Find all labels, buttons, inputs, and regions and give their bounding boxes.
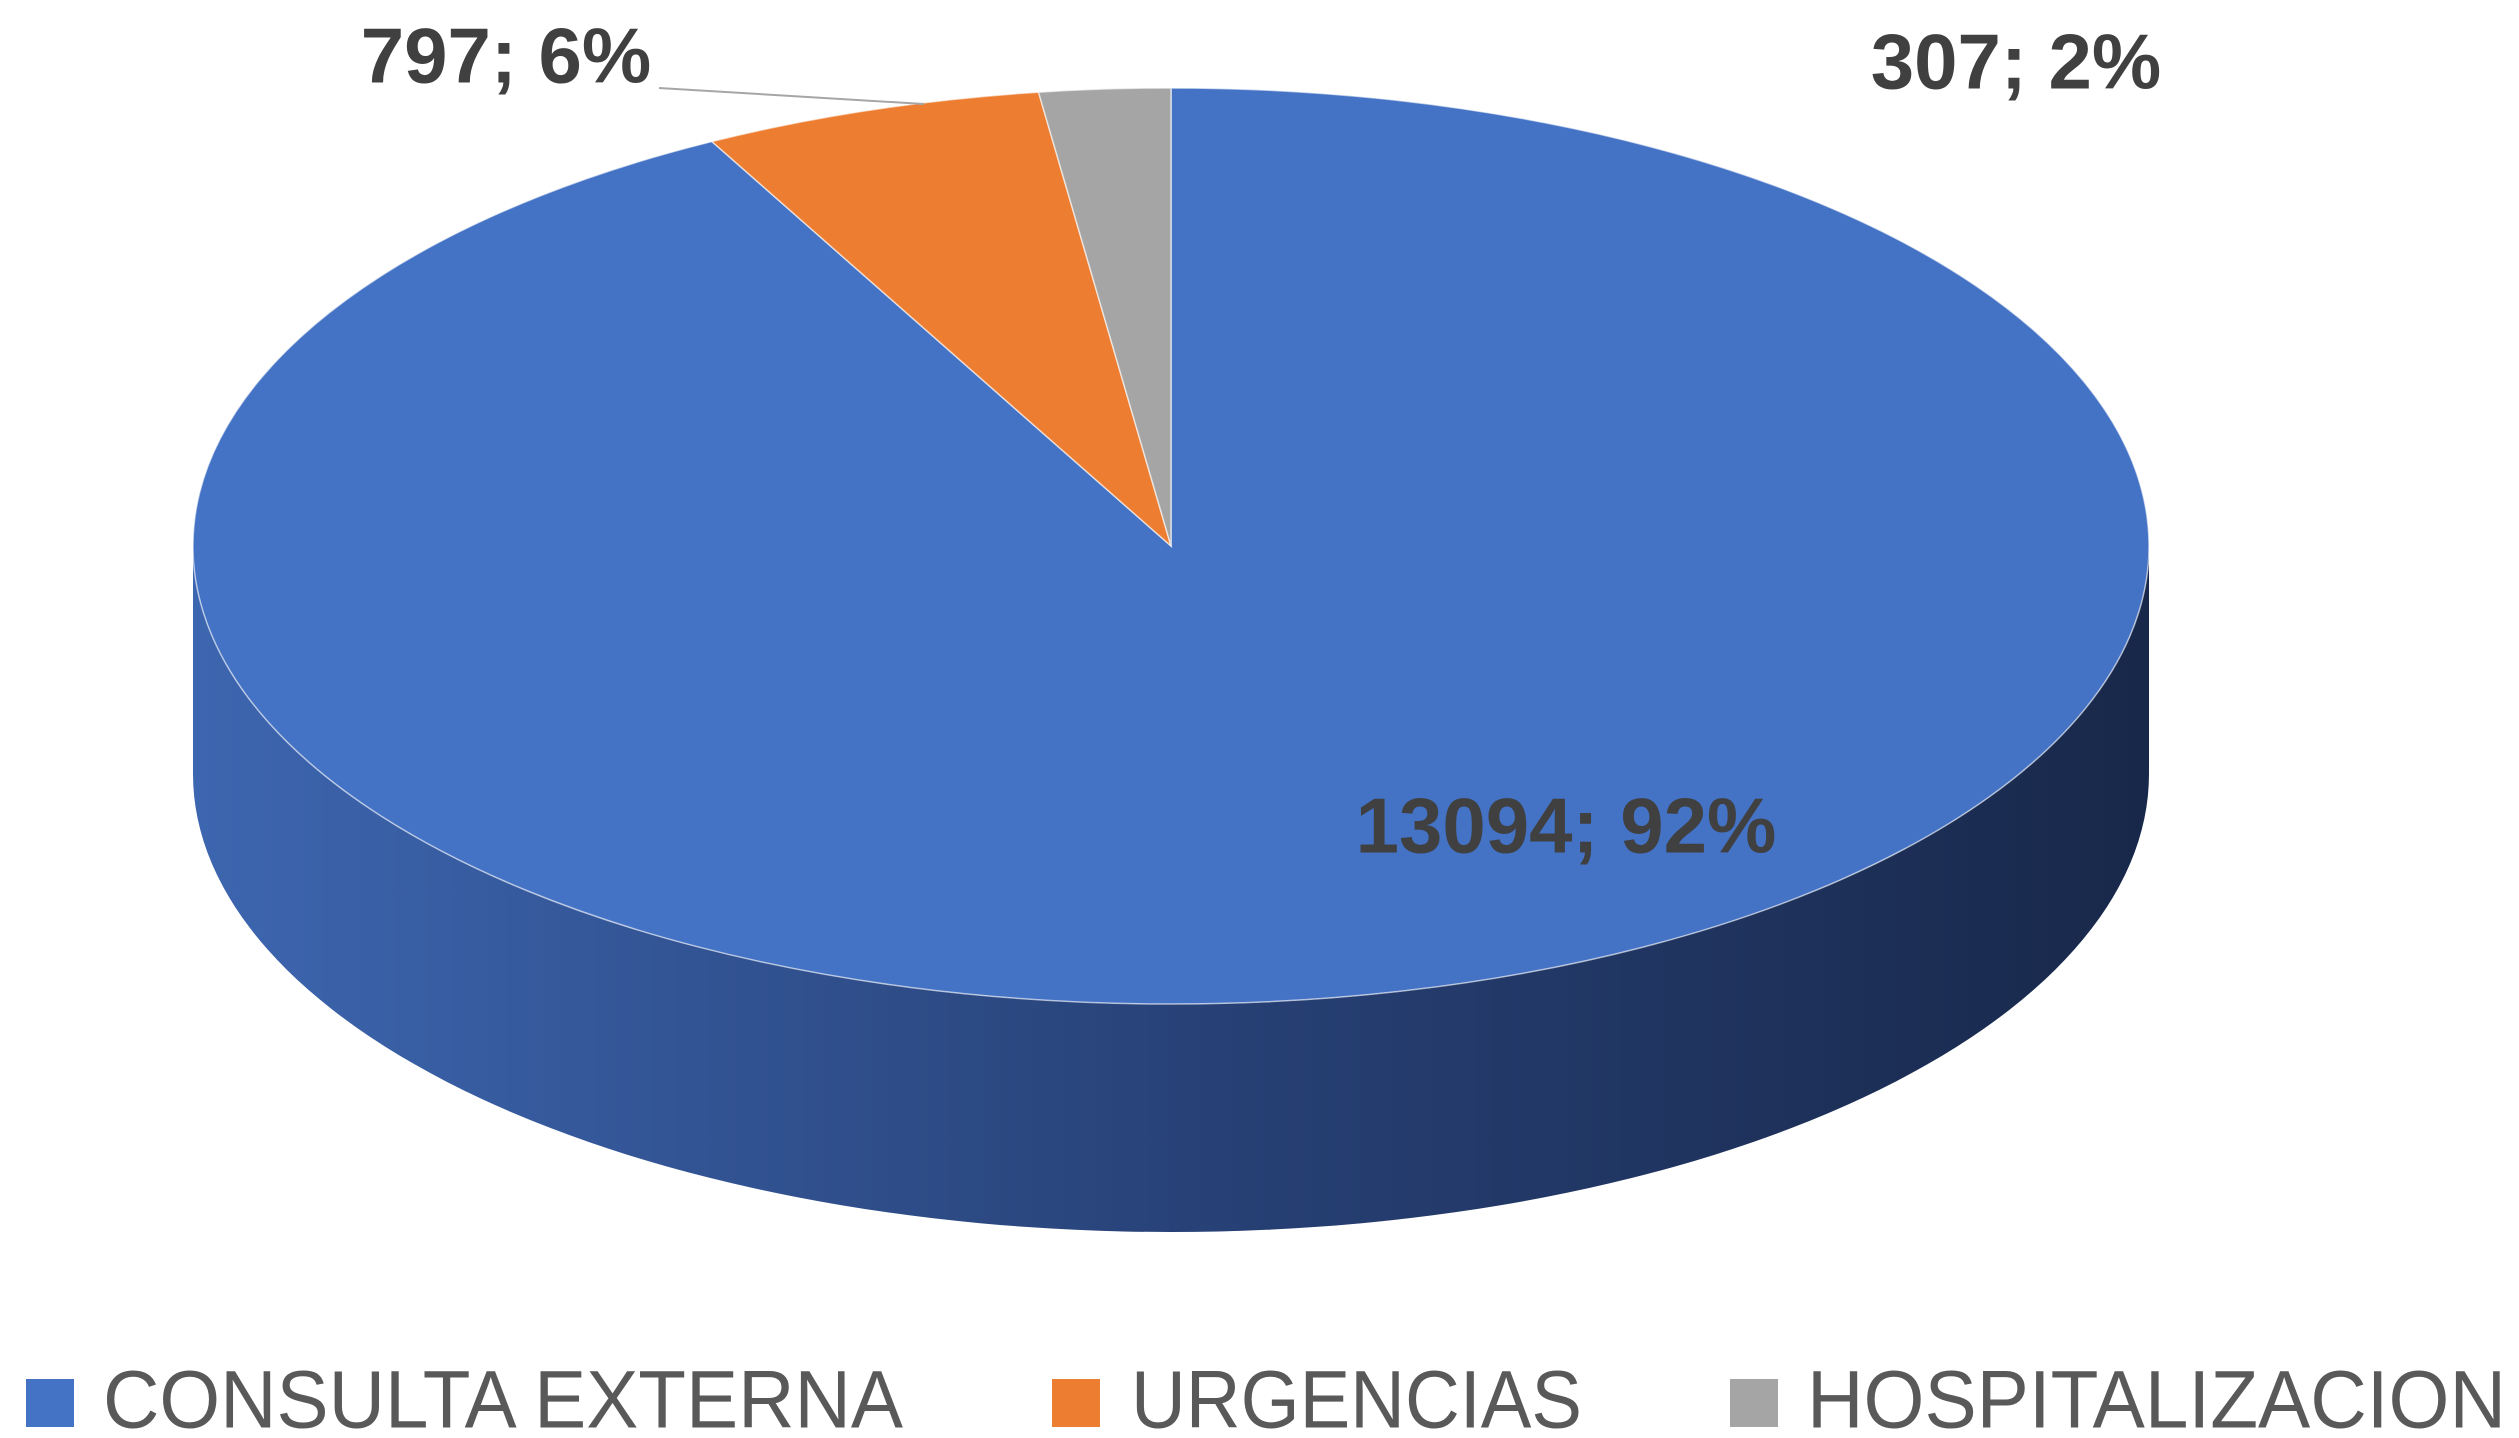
- legend-swatch: [26, 1379, 74, 1427]
- legend-label: URGENCIAS: [1131, 1355, 1582, 1438]
- pie-slice: [710, 91, 1173, 549]
- pie-slice: [1037, 87, 1172, 547]
- leader-line: [658, 87, 925, 105]
- legend-swatch: [1052, 1379, 1100, 1427]
- legend-swatch: [1730, 1379, 1778, 1427]
- pie-side: [193, 546, 2149, 1232]
- legend-label: CONSULTA EXTERNA: [103, 1355, 903, 1438]
- data-label: 797; 6%: [361, 12, 652, 100]
- legend-label: HOSPITALIZACION: [1807, 1355, 2506, 1438]
- data-label: 307; 2%: [1871, 18, 2162, 106]
- data-label: 13094; 92%: [1356, 782, 1777, 870]
